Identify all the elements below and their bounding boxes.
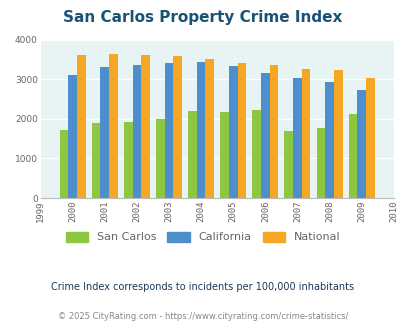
- Bar: [124, 122, 132, 198]
- Bar: [156, 119, 164, 198]
- Bar: [141, 55, 149, 198]
- Bar: [348, 114, 356, 198]
- Bar: [365, 78, 374, 198]
- Text: Crime Index corresponds to incidents per 100,000 inhabitants: Crime Index corresponds to incidents per…: [51, 282, 354, 292]
- Bar: [77, 55, 85, 198]
- Legend: San Carlos, California, National: San Carlos, California, National: [61, 227, 344, 247]
- Bar: [188, 111, 196, 198]
- Bar: [132, 65, 141, 198]
- Bar: [252, 110, 260, 198]
- Bar: [301, 69, 310, 198]
- Bar: [228, 66, 237, 198]
- Bar: [292, 78, 301, 198]
- Text: © 2025 CityRating.com - https://www.cityrating.com/crime-statistics/: © 2025 CityRating.com - https://www.city…: [58, 312, 347, 321]
- Bar: [196, 62, 205, 198]
- Bar: [164, 63, 173, 198]
- Bar: [205, 59, 213, 198]
- Bar: [269, 65, 278, 198]
- Bar: [284, 131, 292, 198]
- Bar: [237, 63, 246, 198]
- Bar: [60, 130, 68, 198]
- Bar: [100, 67, 109, 198]
- Bar: [173, 56, 181, 198]
- Bar: [333, 71, 342, 198]
- Bar: [92, 123, 100, 198]
- Bar: [356, 90, 365, 198]
- Bar: [316, 127, 324, 198]
- Bar: [324, 82, 333, 198]
- Bar: [68, 75, 77, 198]
- Bar: [109, 54, 117, 198]
- Bar: [220, 113, 228, 198]
- Text: San Carlos Property Crime Index: San Carlos Property Crime Index: [63, 10, 342, 25]
- Bar: [260, 73, 269, 198]
